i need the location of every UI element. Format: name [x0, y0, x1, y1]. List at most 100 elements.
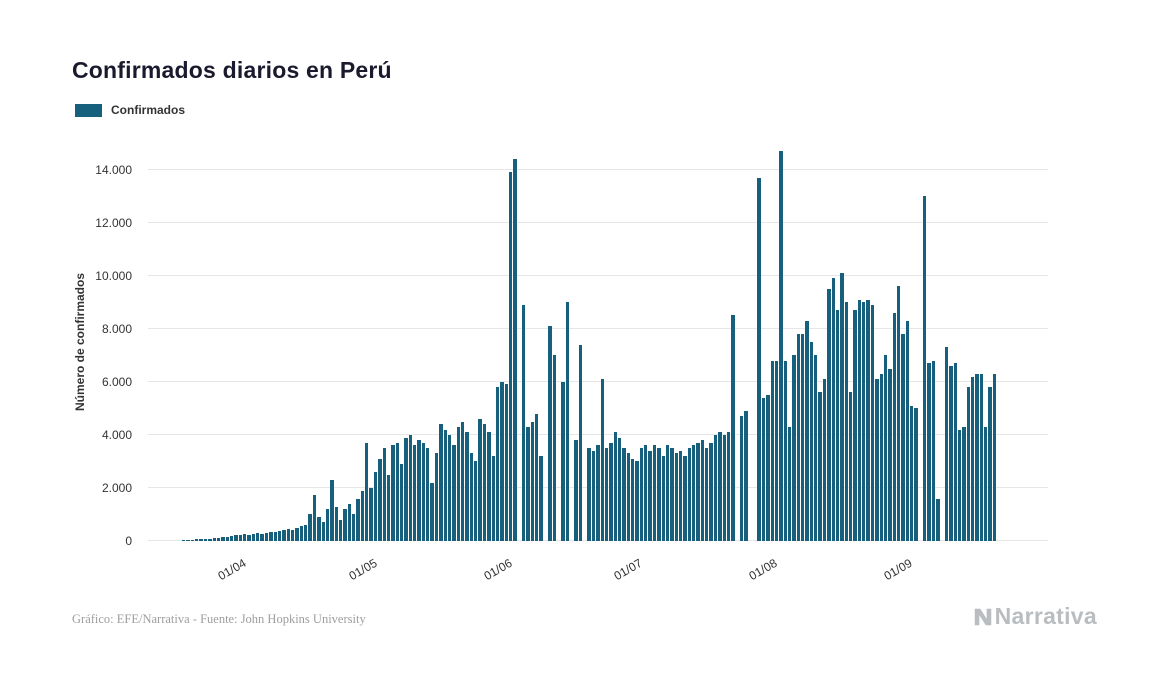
bar: [308, 514, 312, 541]
x-tick-label: 01/09: [881, 555, 915, 584]
bar: [644, 445, 648, 541]
bar: [674, 453, 678, 541]
bar: [347, 503, 352, 541]
bar: [635, 461, 639, 541]
bar: [992, 373, 997, 541]
y-tick-label: 8.000: [101, 321, 132, 336]
bar: [652, 445, 657, 541]
bar: [269, 531, 273, 541]
bar: [591, 450, 596, 541]
bar: [665, 445, 670, 541]
bar: [539, 456, 543, 541]
bar: [264, 532, 269, 541]
bar: [304, 525, 308, 541]
bar: [317, 517, 321, 541]
bar: [356, 498, 360, 541]
chart-plot: [148, 143, 1048, 541]
bar: [857, 299, 862, 541]
bar: [565, 302, 569, 541]
y-tick-label: 4.000: [101, 427, 132, 442]
bar: [290, 530, 295, 541]
gridline: [148, 433, 1048, 435]
bar: [199, 539, 203, 541]
bar: [639, 448, 644, 541]
bar: [944, 347, 949, 541]
x-tick-label: 01/08: [746, 555, 780, 584]
bar: [243, 534, 247, 541]
bar: [726, 432, 731, 541]
bar: [256, 533, 260, 541]
y-tick-label: 10.000: [95, 268, 132, 283]
bar: [984, 426, 988, 541]
bar: [212, 538, 216, 541]
bar: [966, 387, 971, 541]
bar: [609, 442, 613, 541]
bar: [399, 464, 404, 541]
bar: [783, 360, 787, 541]
bar: [325, 509, 330, 541]
gridline: [148, 327, 1048, 329]
bar: [683, 456, 687, 541]
bar: [474, 461, 478, 541]
bar: [535, 413, 539, 541]
bar: [901, 334, 905, 541]
chart-credit: Gráfico: EFE/Narrativa - Fuente: John Ho…: [72, 612, 366, 626]
bar: [631, 458, 635, 541]
bar: [796, 334, 801, 541]
bar: [766, 395, 770, 541]
bar: [870, 304, 875, 541]
bar: [190, 539, 195, 541]
bar: [469, 453, 474, 541]
y-tick-label: 6.000: [101, 374, 132, 389]
bar: [421, 442, 426, 541]
bar: [251, 533, 256, 541]
bar: [295, 528, 299, 541]
bar: [522, 304, 526, 541]
bar: [373, 472, 378, 541]
y-tick-label: 0: [125, 534, 132, 548]
bar: [386, 474, 391, 541]
bar: [382, 448, 386, 541]
bar: [962, 426, 966, 541]
bar: [312, 494, 317, 541]
bar: [208, 538, 212, 541]
bar: [622, 448, 626, 541]
bar: [513, 158, 517, 541]
bar: [404, 437, 408, 541]
bar: [818, 392, 822, 541]
bar: [530, 421, 535, 541]
page-title: Confirmados diarios en Perú: [72, 57, 392, 84]
bar: [827, 288, 831, 541]
brand-name: Narrativa: [994, 603, 1097, 629]
bar: [879, 373, 883, 541]
bar: [430, 482, 434, 541]
bar: [700, 440, 705, 541]
x-tick-label: 01/07: [611, 555, 645, 584]
y-axis-labels: 0 2.000 4.000 6.000 8.000 10.000 12.000 14.000: [0, 143, 140, 548]
legend-label: Confirmados: [111, 103, 186, 117]
bar: [713, 434, 718, 541]
bar: [888, 368, 892, 541]
bar: [731, 315, 735, 541]
bar: [936, 498, 940, 541]
bar: [299, 526, 304, 541]
bar: [552, 355, 556, 541]
brand-logo: Narrativa: [972, 603, 1097, 630]
bar: [487, 432, 491, 541]
bar: [365, 442, 369, 541]
bar: [814, 355, 818, 541]
y-tick-label: 12.000: [95, 215, 132, 230]
bar: [757, 177, 761, 541]
bar: [822, 379, 827, 541]
bar: [413, 445, 417, 541]
legend-item[interactable]: Confirmados: [75, 103, 185, 117]
bar: [417, 440, 421, 541]
bar: [931, 360, 936, 541]
bar: [805, 320, 809, 541]
gridline: [148, 221, 1048, 223]
bar: [360, 490, 365, 541]
bar: [883, 355, 888, 541]
bar: [587, 448, 591, 541]
bar: [229, 535, 234, 541]
bar: [461, 421, 465, 541]
